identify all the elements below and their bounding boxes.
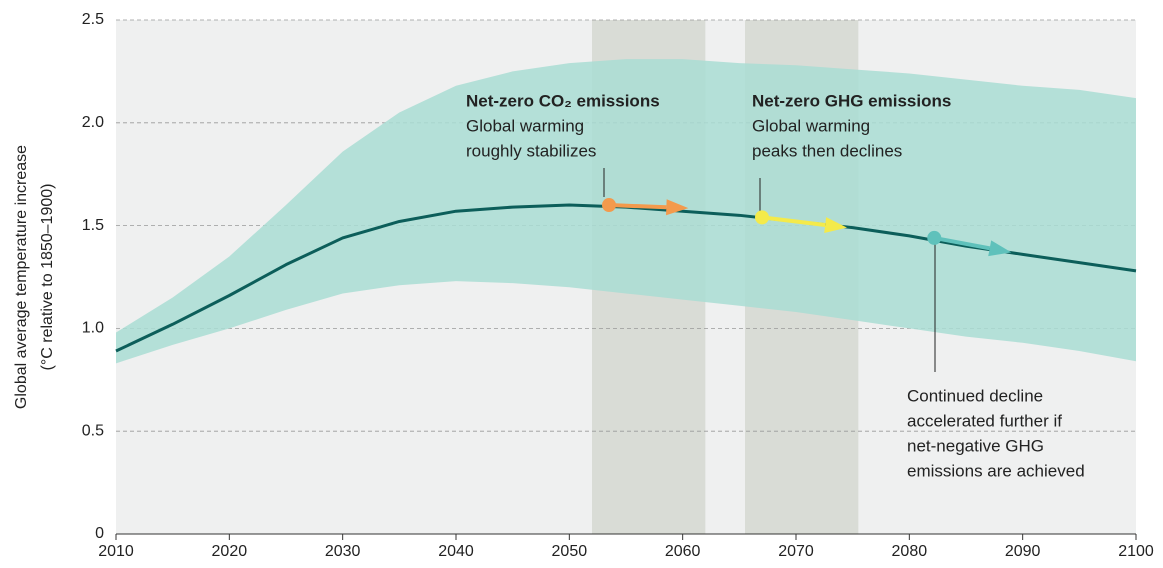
y-tick-label: 0.5 (82, 422, 104, 439)
annotation-text: peaks then declines (752, 141, 902, 160)
y-axis-label: Global average temperature increase (13, 145, 30, 409)
y-axis-label: (°C relative to 1850–1900) (39, 184, 56, 371)
y-tick-label: 0 (95, 525, 104, 542)
x-tick-label: 2040 (438, 543, 474, 560)
marker (602, 198, 616, 213)
x-tick-label: 2010 (98, 543, 134, 560)
uncertainty-band (116, 59, 1136, 364)
arrow-head (824, 217, 847, 233)
annotation-text: Continued decline (907, 386, 1043, 405)
annotation-text: roughly stabilizes (466, 141, 596, 160)
x-tick-label: 2080 (892, 543, 928, 560)
marker (927, 230, 942, 245)
x-tick-label: 2090 (1005, 543, 1041, 560)
y-tick-label: 1.5 (82, 217, 104, 234)
annotation-title: Net-zero CO₂ emissions (466, 91, 660, 110)
arrow-shaft (608, 203, 667, 210)
arrow-shaft (933, 235, 991, 251)
x-tick-label: 2100 (1118, 543, 1154, 560)
annotation-text: Global warming (752, 116, 870, 135)
x-tick-label: 2030 (325, 543, 361, 560)
x-tick-label: 2060 (665, 543, 701, 560)
marker (755, 210, 769, 225)
x-tick-label: 2070 (778, 543, 814, 560)
y-tick-label: 1.0 (82, 320, 104, 337)
annotation-text: Global warming (466, 116, 584, 135)
annotation-title: Net-zero GHG emissions (752, 91, 951, 110)
annotation-text: net-negative GHG (907, 436, 1044, 455)
annotation-text: accelerated further if (907, 411, 1062, 430)
y-tick-label: 2.0 (82, 114, 104, 131)
arrow-shaft (761, 215, 826, 228)
arrow-head (666, 199, 689, 216)
y-tick-label: 2.5 (82, 11, 104, 28)
x-tick-label: 2050 (552, 543, 588, 560)
arrow-head (988, 240, 1012, 257)
x-tick-label: 2020 (212, 543, 248, 560)
annotation-text: emissions are achieved (907, 461, 1085, 480)
